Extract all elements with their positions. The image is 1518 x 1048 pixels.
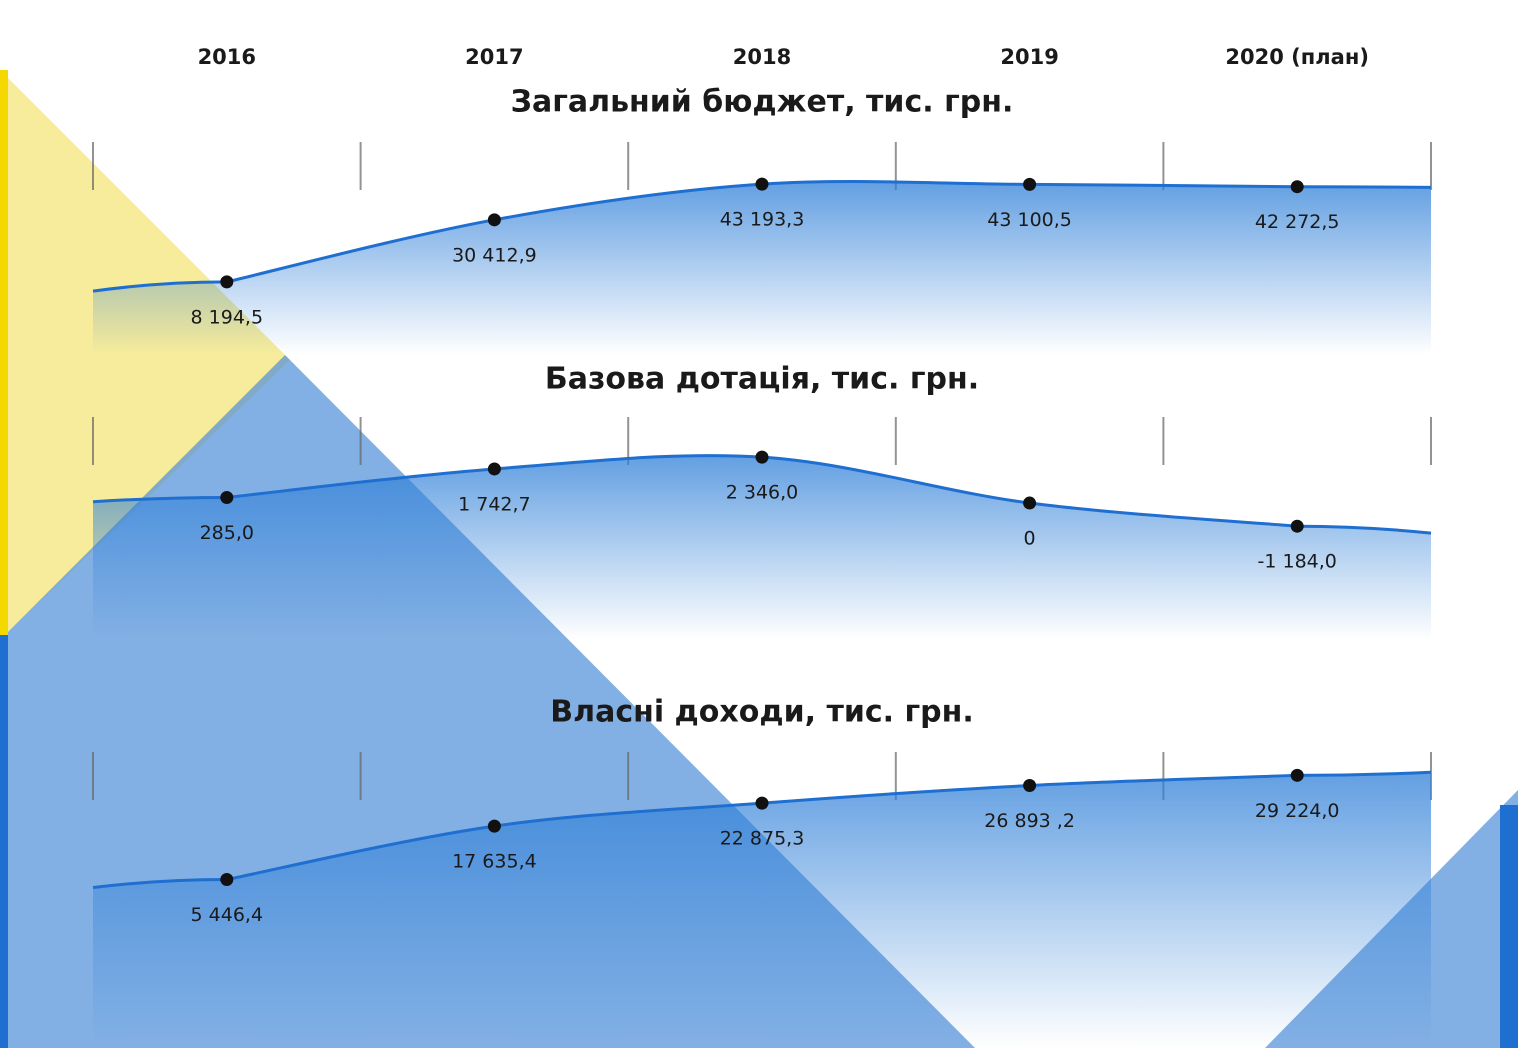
value-label: 0	[1024, 528, 1036, 550]
line-extension	[1297, 187, 1431, 188]
page: {"chart_data": [ {"type": "line", "title…	[0, 0, 1518, 1048]
point	[220, 491, 233, 504]
value-label: 22 875,3	[720, 828, 805, 850]
value-label: 29 224,0	[1255, 800, 1340, 822]
value-label: 285,0	[200, 522, 254, 544]
yellow-strip	[0, 70, 8, 635]
point	[756, 797, 769, 810]
point	[1023, 779, 1036, 792]
point	[488, 462, 501, 475]
year-label: 2017	[465, 45, 523, 69]
value-label: 8 194,5	[191, 306, 264, 328]
year-label: 2020 (план)	[1225, 45, 1369, 69]
point	[756, 451, 769, 464]
point	[756, 178, 769, 191]
point	[220, 275, 233, 288]
blue-corner-strip	[1500, 805, 1518, 1048]
point	[1291, 520, 1304, 533]
blue-strip	[0, 635, 8, 1048]
year-label: 2019	[1000, 45, 1058, 69]
point	[1023, 497, 1036, 510]
value-label: 17 635,4	[452, 851, 537, 873]
value-label: 42 272,5	[1255, 211, 1340, 233]
area	[93, 181, 1431, 355]
value-label: 2 346,0	[726, 482, 799, 504]
point	[1291, 769, 1304, 782]
value-label: 30 412,9	[452, 244, 537, 266]
chart-title: Загальний бюджет, тис. грн.	[511, 85, 1014, 120]
point	[220, 873, 233, 886]
value-label: 5 446,4	[191, 904, 264, 926]
chart-title: Власні доходи, тис. грн.	[550, 695, 974, 730]
chart: 2016 2017 2018 2019 2020 (план) Загальний бюд…	[0, 0, 1518, 1048]
year-label: 2016	[198, 45, 256, 69]
year-label: 2018	[733, 45, 791, 69]
value-label: 43 193,3	[720, 209, 805, 231]
value-label: -1 184,0	[1258, 551, 1337, 573]
point	[488, 213, 501, 226]
chart-title: Базова дотація, тис. грн.	[545, 362, 979, 397]
value-label: 26 893 ,2	[984, 810, 1075, 832]
point	[1291, 180, 1304, 193]
point	[1023, 178, 1036, 191]
value-label: 43 100,5	[987, 209, 1072, 231]
point	[488, 820, 501, 833]
value-label: 1 742,7	[458, 493, 531, 515]
